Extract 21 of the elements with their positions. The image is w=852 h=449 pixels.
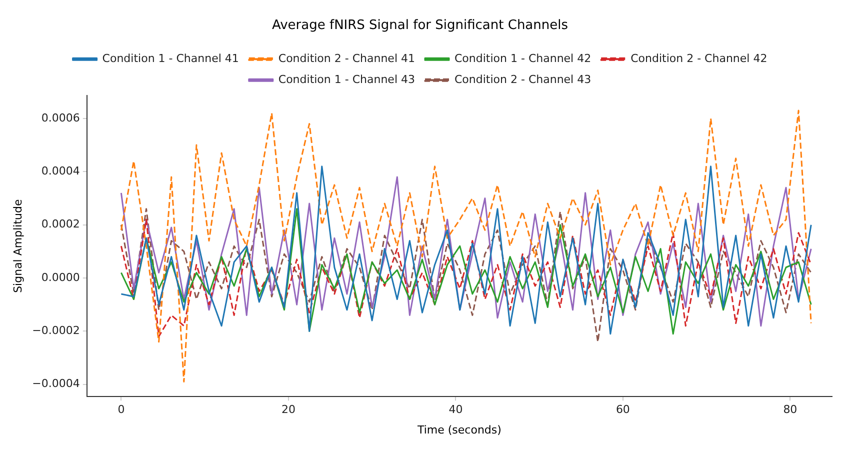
legend-label: Condition 2 - Channel 43 [454,72,592,86]
y-tick-label: −0.0004 [32,377,80,390]
x-tick-label: 20 [281,403,296,416]
x-axis-title: Time (seconds) [416,423,502,436]
legend-label: Condition 1 - Channel 41 [102,52,239,65]
legend-label: Condition 2 - Channel 41 [278,52,416,65]
x-tick-label: 40 [448,403,463,416]
x-tick-label: 80 [783,403,798,416]
y-tick-label: 0.0000 [41,270,80,284]
x-tick-label: 60 [616,403,630,416]
chart-title: Average fNIRS Signal for Significant Channels [272,18,568,34]
y-tick-label: −0.0002 [32,324,80,338]
x-tick-label: 0 [118,403,125,416]
legend-label: Condition 1 - Channel 43 [278,72,416,86]
y-axis-title: Signal Amplitude [11,199,24,293]
legend-label: Condition 2 - Channel 42 [630,52,768,65]
y-tick-label: 0.0002 [41,218,80,231]
y-tick-label: 0.0004 [41,164,80,178]
y-tick-label: 0.0006 [41,111,80,124]
line-series [120,110,812,382]
legend-label: Condition 1 - Channel 42 [454,52,592,65]
